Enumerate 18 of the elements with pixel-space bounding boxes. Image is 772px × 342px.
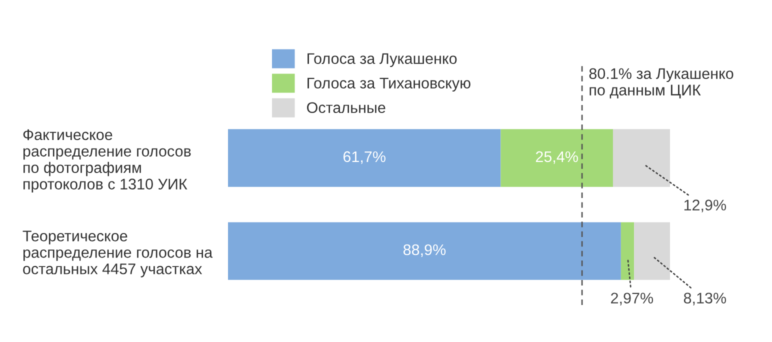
data-label: 61,7% (343, 151, 386, 164)
data-label: 88,9% (403, 244, 446, 257)
data-label: 2,97% (611, 292, 654, 306)
bar (228, 222, 621, 280)
data-label: 12,9% (684, 200, 726, 212)
bar (228, 129, 501, 187)
bar (634, 222, 670, 280)
y-tick-label: Теоретическое распределение голосов на остальных 4457 участках (22, 230, 213, 278)
legend-label: Голоса за Тихановскую (308, 78, 470, 92)
legend-label: Остальные (307, 102, 386, 114)
data-label: 8,13% (684, 292, 726, 306)
data-label: 25,4% (536, 151, 578, 164)
bar (612, 129, 670, 187)
y-tick-label: Фактическое распределение голосов по фотографиям протоколов с 1310 УИК (23, 129, 191, 193)
legend-label: Голоса за Лукашенко (308, 53, 457, 68)
bar (620, 222, 634, 280)
bar (500, 129, 613, 187)
ref-line-label: 80.1% за Лукашенко по данным ЦИК (589, 68, 734, 98)
